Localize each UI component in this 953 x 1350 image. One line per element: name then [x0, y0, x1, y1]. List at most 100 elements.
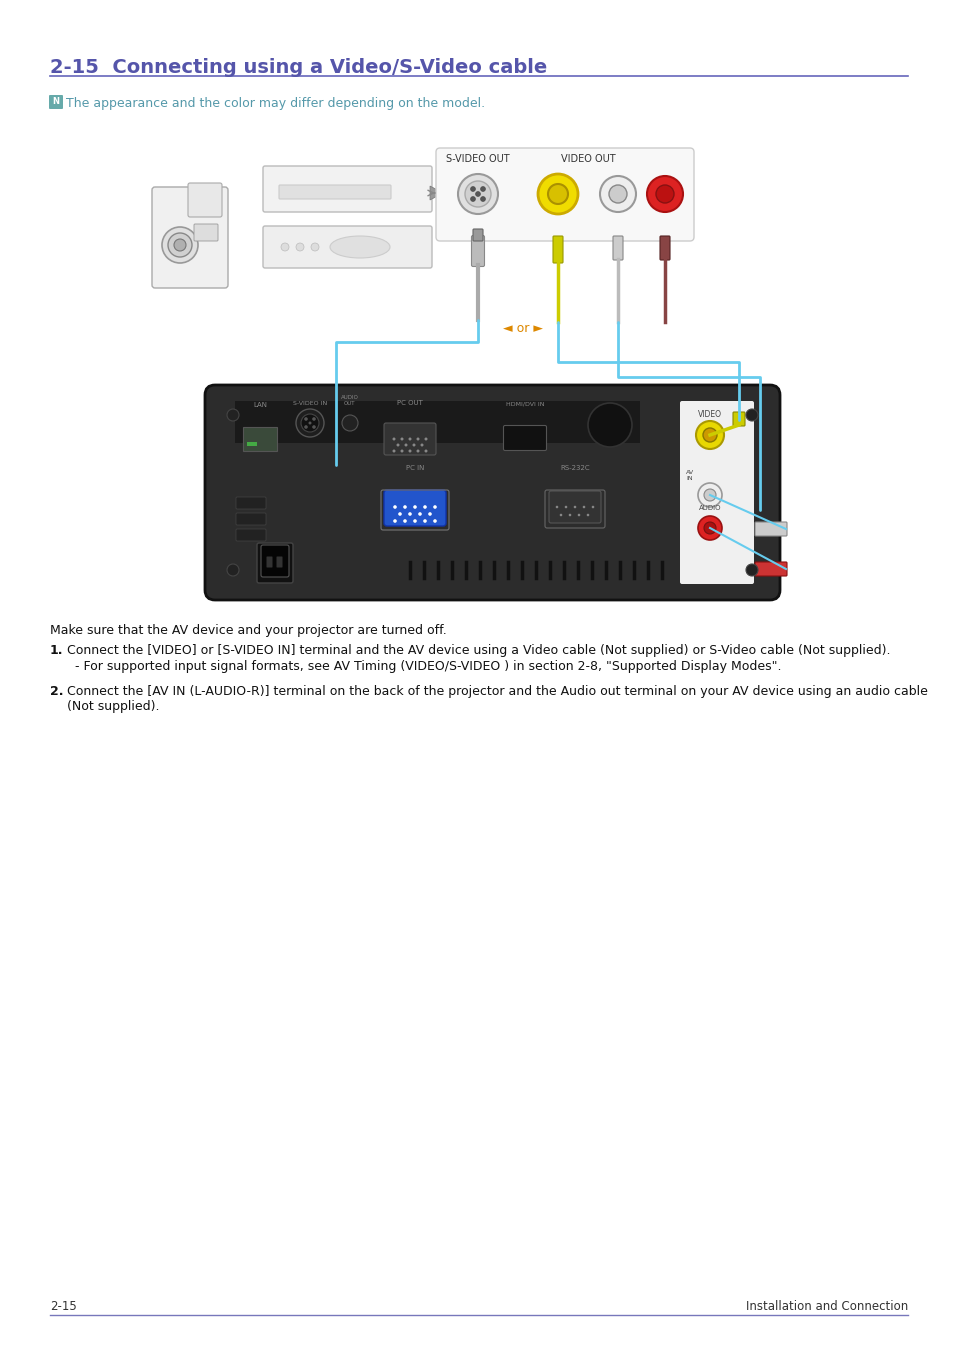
Circle shape	[393, 505, 396, 509]
Circle shape	[304, 425, 308, 429]
Circle shape	[392, 437, 395, 440]
FancyBboxPatch shape	[243, 427, 276, 451]
Circle shape	[403, 520, 406, 522]
Circle shape	[564, 506, 567, 509]
Circle shape	[582, 506, 585, 509]
Circle shape	[559, 514, 561, 516]
Circle shape	[308, 421, 312, 424]
Circle shape	[591, 506, 594, 509]
FancyBboxPatch shape	[188, 184, 222, 217]
FancyBboxPatch shape	[659, 236, 669, 261]
Circle shape	[423, 505, 426, 509]
Circle shape	[480, 186, 485, 192]
Text: LAN: LAN	[253, 402, 267, 408]
Circle shape	[547, 184, 567, 204]
Circle shape	[408, 450, 411, 452]
FancyBboxPatch shape	[247, 441, 256, 446]
Text: Connect the [VIDEO] or [S-VIDEO IN] terminal and the AV device using a Video cab: Connect the [VIDEO] or [S-VIDEO IN] term…	[67, 644, 889, 657]
Circle shape	[416, 450, 419, 452]
Circle shape	[703, 489, 716, 501]
Circle shape	[433, 520, 436, 522]
Circle shape	[295, 243, 304, 251]
Circle shape	[281, 243, 289, 251]
Circle shape	[696, 421, 723, 450]
Circle shape	[403, 505, 406, 509]
Circle shape	[417, 512, 421, 516]
Circle shape	[424, 450, 427, 452]
FancyBboxPatch shape	[473, 230, 482, 242]
Circle shape	[587, 404, 631, 447]
Circle shape	[599, 176, 636, 212]
Circle shape	[646, 176, 682, 212]
Text: AV
IN: AV IN	[685, 470, 694, 481]
Circle shape	[400, 437, 403, 440]
Text: 2.: 2.	[50, 684, 64, 698]
FancyBboxPatch shape	[235, 513, 266, 525]
FancyBboxPatch shape	[503, 425, 546, 451]
FancyBboxPatch shape	[384, 423, 436, 455]
Text: AUDIO: AUDIO	[698, 505, 720, 512]
Circle shape	[703, 522, 716, 535]
Text: - For supported input signal formats, see AV Timing (VIDEO/S-VIDEO ) in section : - For supported input signal formats, se…	[67, 660, 781, 674]
Text: VIDEO: VIDEO	[698, 410, 721, 418]
Text: 1.: 1.	[50, 644, 64, 657]
FancyBboxPatch shape	[266, 556, 273, 567]
FancyBboxPatch shape	[754, 522, 786, 536]
FancyBboxPatch shape	[235, 497, 266, 509]
Circle shape	[168, 234, 192, 256]
FancyBboxPatch shape	[384, 490, 446, 526]
Circle shape	[698, 516, 721, 540]
Text: N: N	[52, 97, 59, 107]
FancyBboxPatch shape	[471, 235, 484, 266]
Circle shape	[586, 514, 589, 516]
FancyBboxPatch shape	[732, 412, 744, 427]
Text: S-VIDEO OUT: S-VIDEO OUT	[446, 154, 509, 163]
Circle shape	[173, 239, 186, 251]
Ellipse shape	[330, 236, 390, 258]
FancyBboxPatch shape	[754, 562, 786, 576]
FancyBboxPatch shape	[193, 224, 218, 242]
Circle shape	[227, 409, 239, 421]
Circle shape	[424, 437, 427, 440]
Circle shape	[698, 483, 721, 508]
Text: VIDEO OUT: VIDEO OUT	[560, 154, 615, 163]
Circle shape	[227, 564, 239, 576]
Circle shape	[416, 437, 419, 440]
FancyBboxPatch shape	[205, 385, 780, 599]
Circle shape	[341, 414, 357, 431]
Circle shape	[393, 520, 396, 522]
Circle shape	[537, 174, 578, 215]
Circle shape	[396, 444, 399, 447]
Text: Connect the [AV IN (L-AUDIO-R)] terminal on the back of the projector and the Au: Connect the [AV IN (L-AUDIO-R)] terminal…	[67, 684, 927, 713]
Circle shape	[433, 505, 436, 509]
Circle shape	[470, 197, 475, 201]
Text: AUDIO
OUT: AUDIO OUT	[341, 396, 358, 406]
Circle shape	[312, 417, 315, 421]
Text: PC OUT: PC OUT	[396, 400, 422, 406]
Circle shape	[408, 512, 412, 516]
FancyBboxPatch shape	[329, 454, 342, 472]
FancyBboxPatch shape	[263, 225, 432, 269]
FancyBboxPatch shape	[278, 185, 391, 198]
Circle shape	[404, 444, 407, 447]
Circle shape	[397, 512, 401, 516]
Circle shape	[413, 505, 416, 509]
FancyBboxPatch shape	[263, 166, 432, 212]
Text: S-VIDEO IN: S-VIDEO IN	[293, 401, 327, 406]
Text: HDMI/DVI IN: HDMI/DVI IN	[505, 401, 543, 406]
Circle shape	[428, 512, 432, 516]
Circle shape	[480, 197, 485, 201]
FancyBboxPatch shape	[234, 401, 639, 443]
Circle shape	[745, 409, 758, 421]
Text: PC IN: PC IN	[405, 464, 424, 471]
Circle shape	[702, 428, 717, 441]
Circle shape	[301, 414, 318, 432]
Circle shape	[457, 174, 497, 215]
Text: The appearance and the color may differ depending on the model.: The appearance and the color may differ …	[66, 97, 485, 109]
FancyBboxPatch shape	[261, 545, 289, 576]
Circle shape	[408, 437, 411, 440]
FancyBboxPatch shape	[436, 148, 693, 242]
FancyBboxPatch shape	[679, 401, 753, 585]
Circle shape	[311, 243, 318, 251]
FancyBboxPatch shape	[49, 95, 63, 109]
